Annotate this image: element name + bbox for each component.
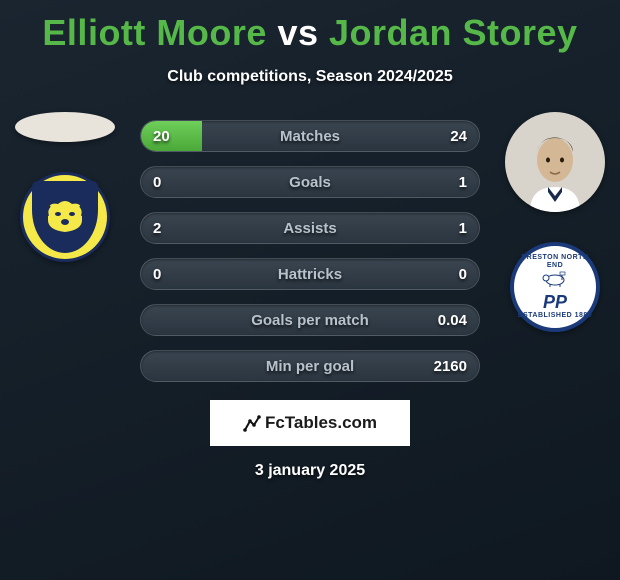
stat-value-right: 24 — [450, 128, 467, 145]
bar-fill-left — [141, 121, 202, 151]
comparison-main: PRESTON NORTH END PP ESTABLISHED 1880 20 — [0, 120, 620, 382]
subtitle: Club competitions, Season 2024/2025 — [0, 68, 620, 86]
right-column: PRESTON NORTH END PP ESTABLISHED 1880 — [500, 112, 610, 332]
stat-bar: 2 Assists 1 — [140, 212, 480, 244]
stat-bar: 20 Matches 24 — [140, 120, 480, 152]
stat-label: Goals per match — [251, 312, 369, 329]
player1-club-badge — [20, 172, 110, 262]
comparison-title: Elliott Moore vs Jordan Storey — [0, 0, 620, 54]
stat-value-right: 1 — [459, 220, 467, 237]
stat-value-right: 0.04 — [438, 312, 467, 329]
preston-crest-icon: PRESTON NORTH END PP ESTABLISHED 1880 — [514, 254, 596, 320]
stat-value-right: 2160 — [434, 358, 467, 375]
stat-label: Goals — [289, 174, 331, 191]
stat-value-right: 1 — [459, 174, 467, 191]
stat-bar: 0 Goals 1 — [140, 166, 480, 198]
oxford-crest-icon — [32, 181, 98, 253]
title-vs: vs — [277, 12, 318, 53]
title-player1: Elliott Moore — [42, 12, 267, 53]
brand-text: FcTables.com — [265, 413, 377, 433]
left-column — [10, 112, 120, 262]
stat-label: Hattricks — [278, 266, 342, 283]
stat-bars: 20 Matches 24 0 Goals 1 2 Assists 1 0 Hattricks 0 Go… — [140, 120, 480, 382]
title-player2: Jordan Storey — [329, 12, 578, 53]
player2-photo — [505, 112, 605, 212]
stat-value-left: 20 — [153, 128, 170, 145]
stat-label: Assists — [283, 220, 336, 237]
stat-bar: 0 Hattricks 0 — [140, 258, 480, 290]
player2-club-badge: PRESTON NORTH END PP ESTABLISHED 1880 — [510, 242, 600, 332]
stat-value-left: 2 — [153, 220, 161, 237]
player2-silhouette-icon — [520, 132, 590, 212]
fctables-logo-icon — [243, 414, 261, 432]
stat-value-right: 0 — [459, 266, 467, 283]
stat-bar: Min per goal 2160 — [140, 350, 480, 382]
stat-bar: Goals per match 0.04 — [140, 304, 480, 336]
date-text: 3 january 2025 — [0, 462, 620, 480]
brand-box: FcTables.com — [210, 400, 410, 446]
stat-value-left: 0 — [153, 266, 161, 283]
player1-photo — [15, 112, 115, 142]
stat-label: Min per goal — [266, 358, 354, 375]
stat-label: Matches — [280, 128, 340, 145]
stat-value-left: 0 — [153, 174, 161, 191]
